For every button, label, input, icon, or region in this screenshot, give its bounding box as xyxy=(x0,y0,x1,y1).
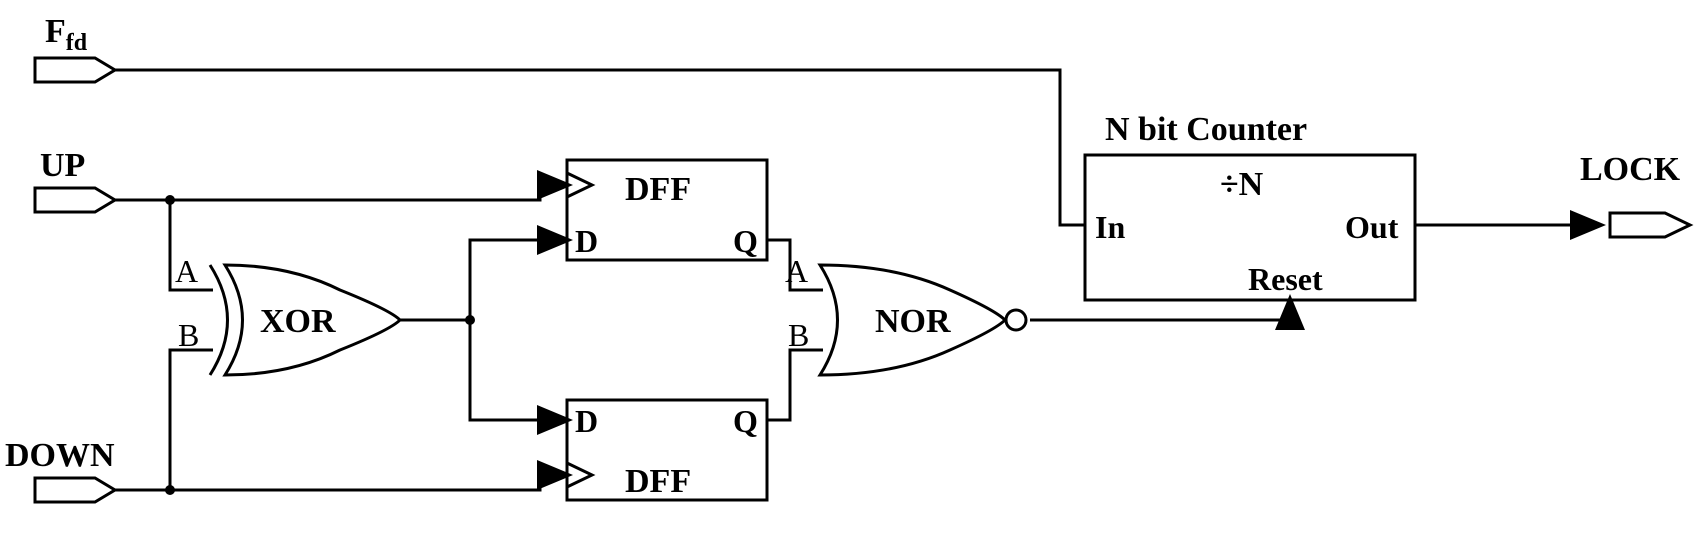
port-up-label: UP xyxy=(40,147,85,184)
dff2-D: D xyxy=(575,403,598,439)
dff1-D: D xyxy=(575,223,598,259)
xor-pinB: B xyxy=(178,317,199,353)
nor-gate: NOR A B xyxy=(785,253,1026,375)
wire-down_tap_to_xorB xyxy=(170,350,213,490)
junction-dot xyxy=(465,315,475,325)
xor-gate: XOR A B xyxy=(175,253,400,375)
port-ffd-label: F xyxy=(45,13,66,50)
wire-up_to_dff1_clk xyxy=(115,185,567,200)
port-down: DOWN xyxy=(5,437,115,502)
xor-label: XOR xyxy=(260,303,336,340)
dff1: DFF D Q xyxy=(567,160,767,260)
counter-In: In xyxy=(1095,209,1125,245)
dff1-label: DFF xyxy=(625,171,691,208)
nor-pinA: A xyxy=(785,253,808,289)
wire-xor_out_to_dff2D xyxy=(470,320,567,420)
counter-Reset: Reset xyxy=(1248,261,1323,297)
dff2-Q: Q xyxy=(733,403,758,439)
port-ffd-sub: fd xyxy=(66,30,88,56)
wire-dff2Q_to_norB xyxy=(767,350,823,420)
junction-dot xyxy=(165,485,175,495)
port-down-label: DOWN xyxy=(5,437,115,474)
svg-text:Ffd: Ffd xyxy=(45,13,88,56)
nor-pinB: B xyxy=(788,317,809,353)
counter-title: N bit Counter xyxy=(1105,111,1307,148)
counter-block: N bit Counter ÷N In Out Reset xyxy=(1085,111,1415,300)
xor-pinA: A xyxy=(175,253,198,289)
junction-dot xyxy=(165,195,175,205)
port-lock-label: LOCK xyxy=(1580,151,1681,188)
wire-xor_out_to_dff1D xyxy=(400,240,567,320)
counter-divN: ÷N xyxy=(1220,166,1264,203)
wire-down_to_dff2_clk xyxy=(115,475,567,490)
dff1-Q: Q xyxy=(733,223,758,259)
port-ffd: Ffd xyxy=(35,13,115,82)
port-up: UP xyxy=(35,147,115,212)
dff2-label: DFF xyxy=(625,463,691,500)
nor-label: NOR xyxy=(875,303,951,340)
dff2: DFF D Q xyxy=(567,400,767,500)
wire-nor_out_to_reset xyxy=(1030,300,1290,320)
counter-Out: Out xyxy=(1345,209,1399,245)
